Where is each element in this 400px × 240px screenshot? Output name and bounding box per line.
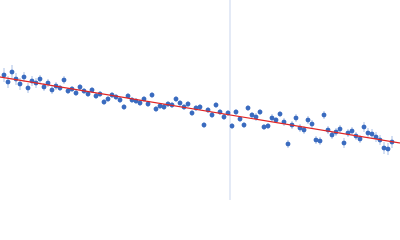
data-point <box>237 116 243 122</box>
data-point <box>41 84 47 90</box>
fit-line <box>0 76 400 144</box>
data-point <box>309 121 315 127</box>
data-point <box>121 104 127 110</box>
data-point <box>321 112 327 118</box>
data-point <box>37 76 43 82</box>
data-point <box>173 96 179 102</box>
data-point <box>337 126 343 132</box>
data-point <box>341 140 347 146</box>
data-point <box>313 137 319 143</box>
data-point <box>349 128 355 134</box>
data-point <box>17 81 23 87</box>
data-point <box>261 124 267 130</box>
data-point <box>273 117 279 123</box>
data-point <box>269 115 275 121</box>
data-point <box>241 122 247 128</box>
data-point <box>161 104 167 110</box>
data-point <box>1 72 7 78</box>
data-point <box>77 84 83 90</box>
data-point <box>277 111 283 117</box>
chart <box>0 0 400 200</box>
data-point <box>257 109 263 115</box>
data-point <box>177 100 183 106</box>
data-point <box>117 97 123 103</box>
data-point <box>373 134 379 140</box>
data-point <box>369 131 375 137</box>
data-point <box>357 136 363 142</box>
data-point <box>25 85 31 91</box>
data-point <box>61 77 67 83</box>
data-point <box>105 96 111 102</box>
data-point <box>317 138 323 144</box>
data-point <box>245 105 251 111</box>
data-point <box>89 87 95 93</box>
data-point <box>137 100 143 106</box>
data-point <box>145 101 151 107</box>
data-point <box>73 90 79 96</box>
data-point <box>249 112 255 118</box>
data-point <box>305 117 311 123</box>
data-point <box>253 114 259 120</box>
data-point <box>85 91 91 97</box>
data-point <box>153 106 159 112</box>
data-point <box>221 114 227 120</box>
data-point <box>149 92 155 98</box>
data-point <box>125 93 131 99</box>
data-point <box>5 79 11 85</box>
data-point <box>21 74 27 80</box>
data-point <box>65 88 71 94</box>
data-point <box>229 123 235 129</box>
data-point <box>293 115 299 121</box>
data-point <box>301 127 307 133</box>
data-point <box>329 132 335 138</box>
data-point <box>9 69 15 75</box>
data-point <box>101 99 107 105</box>
data-point <box>385 146 391 152</box>
data-point <box>201 122 207 128</box>
data-point <box>285 141 291 147</box>
data-point <box>233 109 239 115</box>
data-point <box>381 145 387 151</box>
data-point <box>365 130 371 136</box>
data-point <box>157 103 163 109</box>
data-point <box>185 101 191 107</box>
data-point <box>197 104 203 110</box>
data-point <box>93 93 99 99</box>
data-point <box>209 112 215 118</box>
data-point <box>213 102 219 108</box>
page: (() => { const data = JSON.parse(documen… <box>0 0 400 200</box>
data-point <box>361 124 367 130</box>
data-point <box>49 87 55 93</box>
data-point <box>265 123 271 129</box>
data-point <box>189 110 195 116</box>
